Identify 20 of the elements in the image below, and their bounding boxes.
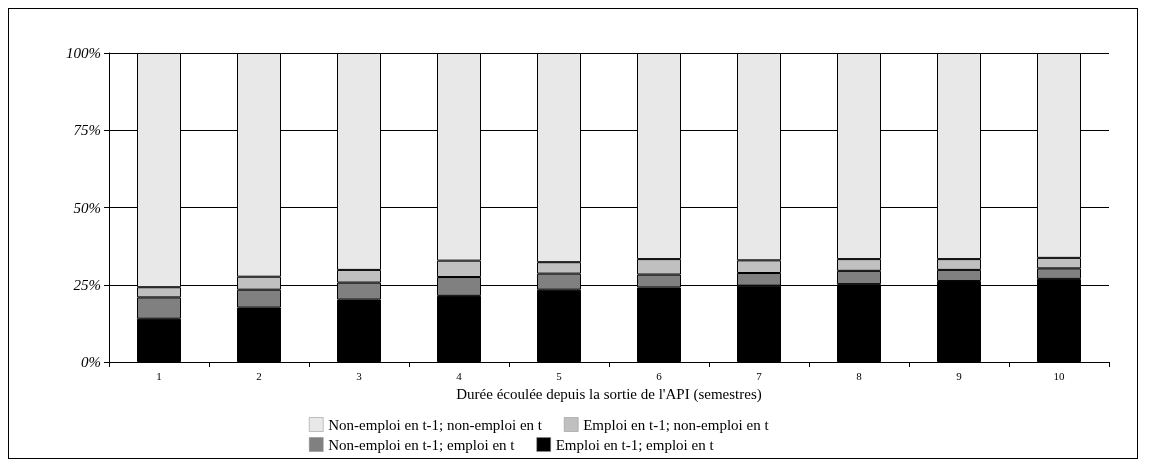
- y-tick-label: 75%: [73, 122, 101, 139]
- x-axis-title: Durée écoulée depuis la sortie de l'API (semestres): [456, 385, 762, 403]
- x-tick-label: 1: [156, 369, 162, 382]
- legend-label: Non-emploi en t-1; non-emploi en t: [328, 416, 543, 433]
- x-tick-label: 4: [456, 369, 463, 382]
- y-tick-label: 0%: [81, 354, 101, 370]
- x-tick-label: 3: [356, 369, 363, 382]
- y-tick-label: 50%: [73, 199, 101, 216]
- legend-label: Non-emploi en t-1; emploi en t: [328, 436, 516, 453]
- x-tick-label: 2: [256, 369, 262, 382]
- x-tick-label: 8: [856, 369, 863, 382]
- x-tick-label: 10: [1053, 369, 1065, 382]
- x-tick-label: 9: [956, 369, 963, 382]
- y-tick-label: 100%: [66, 45, 101, 61]
- x-tick-label: 7: [756, 369, 763, 382]
- legend-label: Emploi en t-1; non-emploi en t: [583, 416, 770, 433]
- legend-label: Emploi en t-1; emploi en t: [555, 436, 715, 453]
- y-tick-label: 25%: [73, 276, 101, 293]
- x-tick-label: 5: [556, 369, 563, 382]
- x-tick-label: 6: [656, 369, 663, 382]
